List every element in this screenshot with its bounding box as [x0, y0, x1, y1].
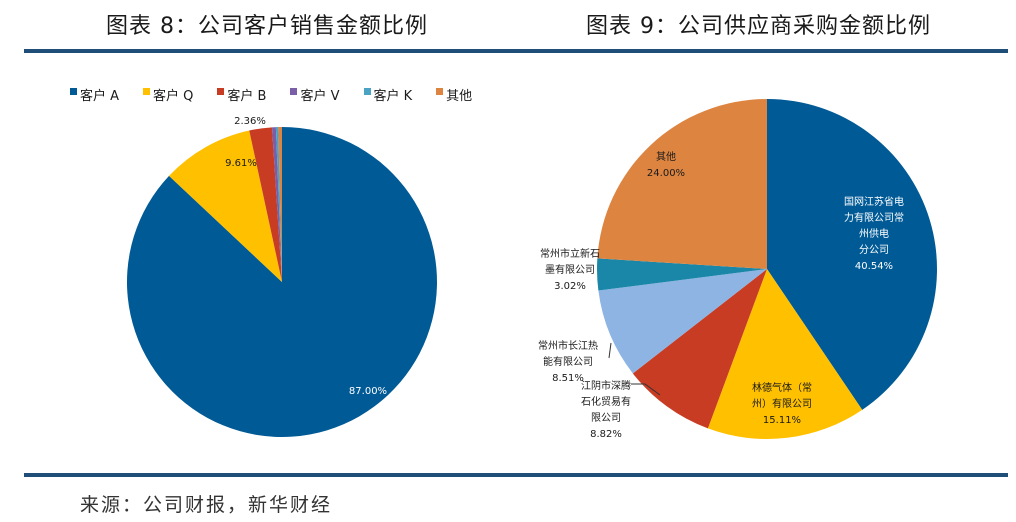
- slice-name-label: 限公司: [591, 412, 621, 424]
- pie-slice: [632, 269, 767, 429]
- legend-label: 其他: [446, 89, 473, 104]
- legend-label: 客户 B: [227, 89, 267, 104]
- customer-legend: 客户 A 客户 Q 客户 B 客户 V 客户 K 其他: [70, 85, 496, 104]
- slice-name-label: 州）有限公司: [752, 397, 812, 410]
- pie-slice: [597, 99, 767, 269]
- legend-swatch: [436, 88, 444, 95]
- slice-name-label: 江阴市深腾: [581, 379, 631, 392]
- pie-slice: [271, 127, 282, 282]
- legend-label: 客户 A: [80, 89, 120, 104]
- slice-name-label: 墨有限公司: [545, 263, 595, 276]
- legend-label: 客户 V: [300, 89, 340, 104]
- customer-pie: 87.00% 9.61% 2.36%: [126, 116, 437, 437]
- chart-title-customers: 图表 8：公司客户销售金额比例: [106, 14, 428, 39]
- slice-value-label: 9.61%: [225, 158, 257, 169]
- legend-item: 客户 K: [363, 85, 413, 104]
- legend-swatch: [70, 88, 77, 95]
- bottom-divider: [24, 473, 1008, 477]
- legend-swatch: [290, 88, 298, 95]
- slice-value-label: 40.54%: [855, 261, 893, 272]
- legend-label: 客户 K: [373, 89, 413, 104]
- slice-value-label: 15.11%: [763, 415, 801, 426]
- slice-name-label: 能有限公司: [543, 355, 593, 368]
- legend-swatch: [143, 88, 151, 95]
- slice-value-label: 2.36%: [234, 116, 266, 127]
- slice-label: 林德气体（常州）有限公司 15.11%: [752, 381, 812, 426]
- slice-name-label: 力有限公司常: [844, 211, 904, 224]
- slice-value-label: 8.51%: [552, 373, 584, 384]
- slice-name-label: 其他: [656, 150, 676, 163]
- slice-label: 87.00%: [349, 386, 387, 397]
- slice-name-label: 常州市立新石: [540, 247, 600, 260]
- top-divider: [24, 49, 1008, 53]
- legend-label: 客户 Q: [153, 89, 194, 104]
- legend-swatch: [217, 88, 225, 95]
- slice-value-label: 87.00%: [349, 386, 387, 397]
- legend-item: 客户 V: [290, 85, 340, 104]
- pie-slice: [598, 269, 767, 374]
- slice-value-label: 8.82%: [590, 429, 622, 440]
- legend-item: 客户 A: [70, 85, 119, 104]
- slice-name-label: 国网江苏省电: [844, 195, 904, 208]
- pie-slice: [707, 269, 863, 439]
- legend-swatch: [363, 88, 371, 95]
- pie-slice: [249, 127, 282, 282]
- slice-name-label: 林德气体（常: [752, 381, 812, 394]
- pie-slice: [275, 127, 282, 282]
- leader-line: [608, 342, 612, 359]
- source-note: 来源：公司财报，新华财经: [80, 494, 333, 516]
- legend-item: 其他: [436, 85, 472, 104]
- pie-slice: [169, 130, 282, 282]
- slice-label: 9.61%: [225, 158, 257, 169]
- legend-item: 客户 Q: [143, 85, 193, 104]
- slice-name-label: 州供电: [859, 227, 889, 240]
- slice-value-label: 24.00%: [647, 168, 685, 179]
- slice-name-label: 分公司: [859, 244, 889, 256]
- slice-name-label: 常州市长江热: [538, 339, 598, 352]
- slice-label: 2.36%: [234, 116, 266, 127]
- slice-value-label: 3.02%: [554, 281, 586, 292]
- pie-slice: [767, 99, 937, 410]
- pie-slice: [278, 127, 282, 282]
- pie-slice: [126, 127, 437, 437]
- pie-slice: [597, 258, 767, 291]
- slice-label: 其他 24.00%: [647, 150, 685, 179]
- legend-item: 客户 B: [217, 85, 266, 104]
- chart-title-suppliers: 图表 9：公司供应商采购金额比例: [586, 14, 931, 39]
- slice-name-label: 石化贸易有: [581, 395, 631, 408]
- leader-line: [631, 383, 661, 396]
